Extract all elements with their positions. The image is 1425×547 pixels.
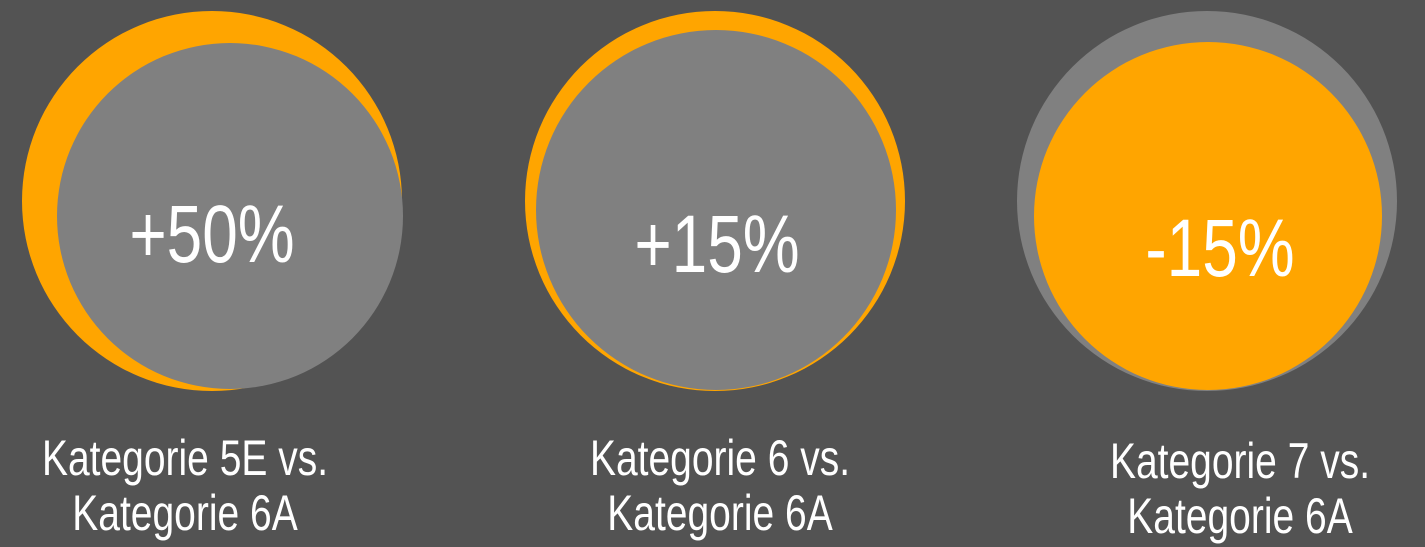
caption-line: Kategorie 6 vs. <box>590 429 850 486</box>
inner-circle <box>1034 42 1382 390</box>
inner-circle <box>536 30 896 390</box>
value-label: -15% <box>1145 201 1294 294</box>
badge: +15% Kategorie 6 vs. Kategorie 6A <box>525 11 905 541</box>
caption-line: Kategorie 7 vs. <box>1110 432 1370 489</box>
caption-line: Kategorie 6A <box>607 484 833 541</box>
caption-line: Kategorie 5E vs. <box>42 429 328 486</box>
value-label: +50% <box>129 187 294 280</box>
badge: +50% Kategorie 5E vs. Kategorie 6A <box>22 11 403 541</box>
badge: -15% Kategorie 7 vs. Kategorie 6A <box>1017 11 1397 544</box>
caption-line: Kategorie 6A <box>72 484 298 541</box>
inner-circle <box>57 43 403 389</box>
value-label: +15% <box>634 197 799 290</box>
caption-line: Kategorie 6A <box>1127 487 1353 544</box>
